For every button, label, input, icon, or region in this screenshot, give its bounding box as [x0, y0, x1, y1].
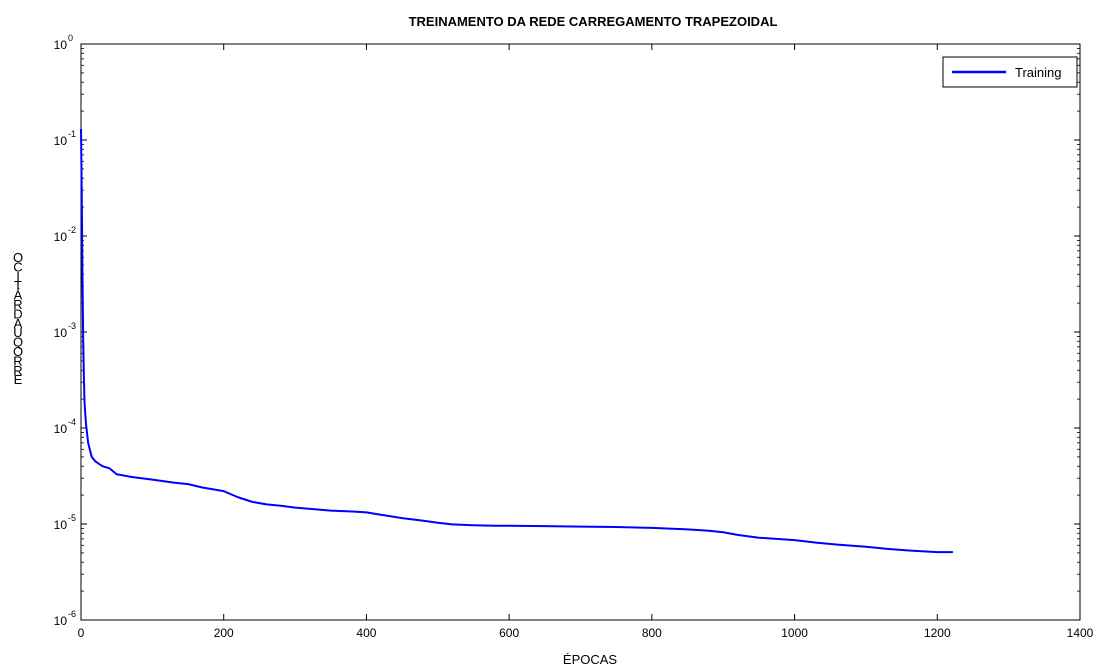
x-axis-label: ÉPOCAS	[563, 652, 618, 667]
y-axis-label-char: C	[13, 259, 22, 274]
y-axis-label-char: D	[13, 306, 22, 321]
y-tick-label: 10	[54, 518, 68, 532]
y-tick-label: 10	[54, 326, 68, 340]
y-axis-label-char: Á	[14, 288, 23, 303]
x-tick-label: 1000	[781, 626, 808, 640]
y-tick-exponent: -6	[68, 609, 76, 619]
y-axis-label-char: E	[14, 372, 23, 387]
x-tick-label: 600	[499, 626, 519, 640]
y-tick-label: 10	[54, 230, 68, 244]
x-tick-label: 1400	[1067, 626, 1094, 640]
x-tick-label: 800	[642, 626, 662, 640]
y-axis-label-char: A	[14, 316, 23, 331]
x-tick-label: 1200	[924, 626, 951, 640]
x-tick-label: 400	[356, 626, 376, 640]
y-tick-label: 10	[54, 38, 68, 52]
y-axis-label-char: I	[16, 269, 20, 284]
y-tick-label: 10	[54, 614, 68, 628]
x-tick-label: 200	[214, 626, 234, 640]
y-axis-label-char: Q	[13, 335, 23, 350]
y-axis-label-char: R	[13, 297, 22, 312]
legend-label-training: Training	[1015, 65, 1061, 80]
y-tick-label: 10	[54, 422, 68, 436]
y-tick-exponent: -4	[68, 417, 76, 427]
y-axis-label-char: R	[13, 353, 22, 368]
y-tick-exponent: -5	[68, 513, 76, 523]
y-tick-exponent: 0	[68, 33, 73, 43]
legend: Training	[942, 56, 1078, 88]
y-tick-label: 10	[54, 134, 68, 148]
y-axis-label-char: T	[14, 278, 22, 293]
y-tick-exponent: -1	[68, 129, 76, 139]
y-tick-exponent: -2	[68, 225, 76, 235]
y-axis-label-char: O	[13, 344, 23, 359]
series-line-training	[80, 129, 953, 554]
y-tick-exponent: -3	[68, 321, 76, 331]
x-tick-label: 0	[78, 626, 85, 640]
chart-title: TREINAMENTO DA REDE CARREGAMENTO TRAPEZO…	[409, 14, 778, 29]
y-axis-label-char: U	[13, 325, 22, 340]
y-axis-label-char: R	[13, 363, 22, 378]
y-axis-label-char: O	[13, 250, 23, 265]
